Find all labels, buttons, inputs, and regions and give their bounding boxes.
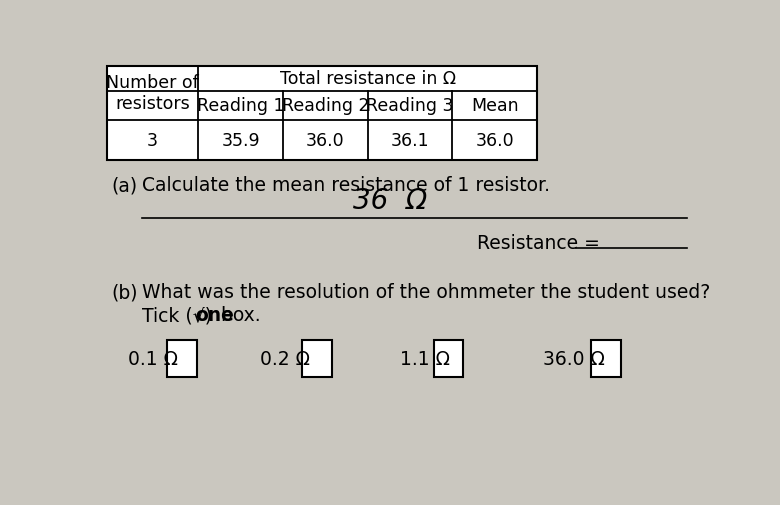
Text: Mean: Mean bbox=[471, 97, 519, 115]
Text: 3: 3 bbox=[147, 131, 158, 149]
Text: one: one bbox=[195, 306, 234, 325]
Text: Calculate the mean resistance of 1 resistor.: Calculate the mean resistance of 1 resis… bbox=[143, 176, 551, 195]
Text: (a): (a) bbox=[112, 176, 137, 195]
Text: box.: box. bbox=[215, 306, 261, 325]
Text: (b): (b) bbox=[112, 283, 138, 301]
Bar bbox=[434, 340, 463, 377]
Bar bbox=[591, 340, 621, 377]
Text: 36.0 Ω: 36.0 Ω bbox=[543, 349, 605, 368]
Text: 1.1 Ω: 1.1 Ω bbox=[399, 349, 450, 368]
Text: Total resistance in Ω: Total resistance in Ω bbox=[279, 70, 456, 88]
Text: 36.1: 36.1 bbox=[391, 131, 429, 149]
Text: Tick (√): Tick (√) bbox=[143, 306, 218, 325]
Bar bbox=[167, 340, 197, 377]
Bar bbox=[107, 67, 537, 161]
Text: 35.9: 35.9 bbox=[222, 131, 260, 149]
Text: Resistance =: Resistance = bbox=[477, 233, 606, 252]
Text: Number of
resistors: Number of resistors bbox=[106, 74, 199, 113]
Text: 0.2 Ω: 0.2 Ω bbox=[261, 349, 310, 368]
Text: Reading 1: Reading 1 bbox=[197, 97, 285, 115]
Text: Reading 2: Reading 2 bbox=[282, 97, 369, 115]
Text: 36  Ω: 36 Ω bbox=[353, 186, 427, 214]
Text: 36.0: 36.0 bbox=[475, 131, 514, 149]
Bar bbox=[302, 340, 332, 377]
Text: 0.1 Ω: 0.1 Ω bbox=[129, 349, 179, 368]
Text: What was the resolution of the ohmmeter the student used?: What was the resolution of the ohmmeter … bbox=[143, 283, 711, 301]
Text: 36.0: 36.0 bbox=[306, 131, 345, 149]
Text: Reading 3: Reading 3 bbox=[366, 97, 454, 115]
